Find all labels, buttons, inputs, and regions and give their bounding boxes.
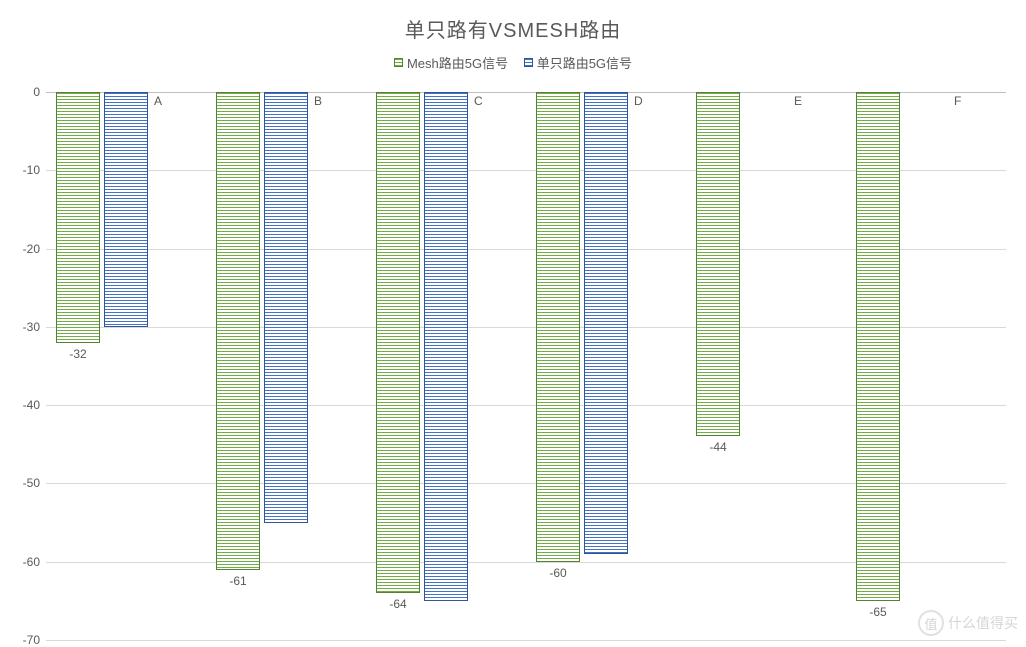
bar-single	[424, 92, 468, 601]
bar	[56, 92, 100, 343]
category-label: C	[474, 94, 483, 108]
bar-mesh	[376, 92, 420, 593]
y-axis-label: -50	[10, 476, 40, 490]
bar	[584, 92, 628, 554]
bar	[696, 92, 740, 436]
y-axis-label: -10	[10, 163, 40, 177]
category-label: D	[634, 94, 643, 108]
bar-single	[104, 92, 148, 327]
category-label: F	[954, 94, 961, 108]
y-axis-label: -60	[10, 555, 40, 569]
legend-item-single: 单只路由5G信号	[524, 53, 632, 72]
chart-title: 单只路有VSMESH路由	[0, 0, 1026, 43]
gridline	[46, 640, 1006, 641]
watermark: 值 什么值得买	[918, 610, 1018, 636]
category-label: B	[314, 94, 322, 108]
watermark-text: 什么值得买	[948, 613, 1018, 633]
bar	[264, 92, 308, 523]
y-axis-label: 0	[10, 85, 40, 99]
data-label: -60	[538, 566, 578, 580]
bar	[376, 92, 420, 593]
y-axis-label: -70	[10, 633, 40, 647]
category-label: E	[794, 94, 802, 108]
data-label: -44	[698, 440, 738, 454]
y-axis-label: -40	[10, 398, 40, 412]
bar	[856, 92, 900, 601]
legend-swatch-blue	[524, 58, 533, 67]
bar	[216, 92, 260, 570]
legend-label: Mesh路由5G信号	[407, 53, 508, 72]
bar	[536, 92, 580, 562]
watermark-badge: 值	[918, 610, 944, 636]
legend: Mesh路由5G信号 单只路由5G信号	[0, 53, 1026, 72]
legend-item-mesh: Mesh路由5G信号	[394, 53, 508, 72]
category-label: A	[154, 94, 162, 108]
bar-mesh	[56, 92, 100, 343]
y-axis-label: -20	[10, 242, 40, 256]
plot-area: 0-10-20-30-40-50-60-70-32A-61B-64C-60D-4…	[46, 92, 1006, 640]
bar	[424, 92, 468, 601]
bar-mesh	[536, 92, 580, 562]
bar-mesh	[856, 92, 900, 601]
bar-single	[264, 92, 308, 523]
bar-single	[584, 92, 628, 554]
data-label: -64	[378, 597, 418, 611]
data-label: -32	[58, 347, 98, 361]
bar	[104, 92, 148, 327]
legend-swatch-green	[394, 58, 403, 67]
y-axis-label: -30	[10, 320, 40, 334]
data-label: -61	[218, 574, 258, 588]
bar-mesh	[216, 92, 260, 570]
legend-label: 单只路由5G信号	[537, 53, 632, 72]
bar-mesh	[696, 92, 740, 436]
data-label: -65	[858, 605, 898, 619]
